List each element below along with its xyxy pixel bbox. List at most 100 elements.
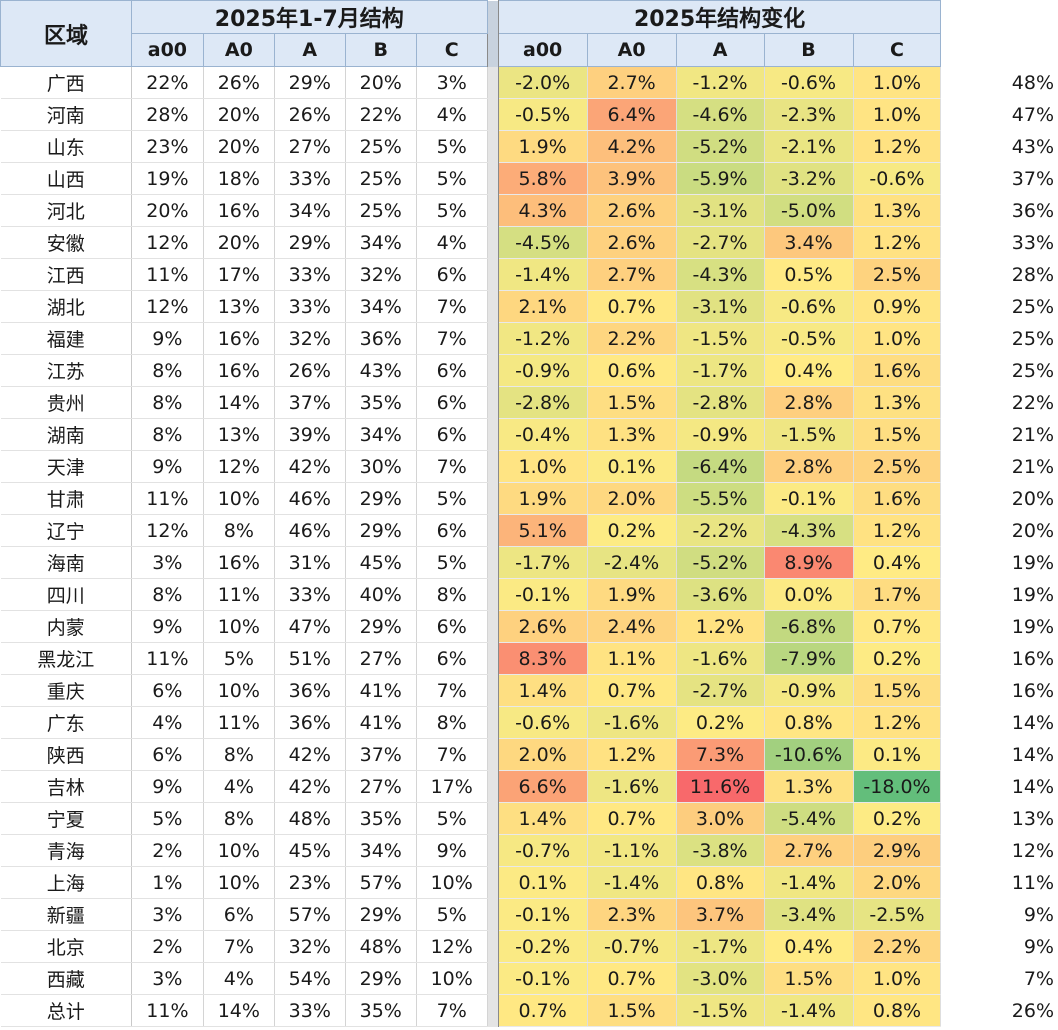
change-cell-a00[interactable]: 6.6% [498,770,588,803]
change-cell-C[interactable]: 2.5% [853,450,942,483]
structure-cell-A0[interactable]: 8% [203,802,275,835]
region-cell[interactable]: 山西 [0,162,132,195]
structure-cell-B[interactable]: 29% [345,962,417,995]
change-cell-B[interactable]: -1.5% [764,418,854,451]
share-cell[interactable]: 9% [1023,935,1054,958]
change-col-C[interactable]: C [852,33,942,67]
change-cell-A[interactable]: -2.8% [676,386,765,419]
structure-cell-C[interactable]: 6% [416,514,488,547]
change-cell-A[interactable]: 1.2% [676,610,765,643]
share-cell[interactable]: 43% [1011,135,1054,158]
change-cell-A[interactable]: -4.3% [676,258,765,291]
change-cell-B[interactable]: -10.6% [764,738,854,771]
change-cell-A[interactable]: 0.8% [676,866,765,899]
change-cell-A0[interactable]: 2.0% [587,482,677,515]
change-cell-A0[interactable]: 1.2% [587,738,677,771]
region-cell[interactable]: 广西 [0,66,132,99]
structure-cell-A[interactable]: 54% [274,962,346,995]
change-cell-C[interactable]: 1.2% [853,706,942,739]
change-cell-B[interactable]: 2.7% [764,834,854,867]
change-cell-C[interactable]: 0.9% [853,290,942,323]
structure-cell-B[interactable]: 25% [345,194,417,227]
change-cell-A0[interactable]: 2.3% [587,898,677,931]
change-cell-C[interactable]: 1.0% [853,66,942,99]
structure-cell-A0[interactable]: 13% [203,290,275,323]
change-cell-A[interactable]: -1.5% [676,322,765,355]
structure-cell-a00[interactable]: 3% [131,898,204,931]
change-cell-C[interactable]: 0.8% [853,994,942,1027]
change-cell-a00[interactable]: 4.3% [498,194,588,227]
change-cell-C[interactable]: 0.7% [853,610,942,643]
change-cell-a00[interactable]: 1.0% [498,450,588,483]
structure-cell-C[interactable]: 4% [416,226,488,259]
structure-cell-A[interactable]: 37% [274,386,346,419]
change-cell-B[interactable]: 0.0% [764,578,854,611]
change-cell-A0[interactable]: 1.1% [587,642,677,675]
structure-cell-A0[interactable]: 18% [203,162,275,195]
change-cell-a00[interactable]: -2.8% [498,386,588,419]
change-cell-C[interactable]: -0.6% [853,162,942,195]
change-cell-B[interactable]: 8.9% [764,546,854,579]
change-cell-B[interactable]: -2.3% [764,98,854,131]
change-col-B[interactable]: B [763,33,854,67]
change-cell-a00[interactable]: -0.7% [498,834,588,867]
change-cell-A0[interactable]: -2.4% [587,546,677,579]
region-cell[interactable]: 上海 [0,866,132,899]
share-cell[interactable]: 19% [1011,583,1054,606]
structure-col-A0[interactable]: A0 [202,33,275,67]
change-cell-A[interactable]: -3.8% [676,834,765,867]
share-cell[interactable]: 28% [1011,263,1054,286]
change-cell-A[interactable]: -3.1% [676,290,765,323]
structure-cell-A0[interactable]: 4% [203,962,275,995]
change-cell-a00[interactable]: 0.7% [498,994,588,1027]
structure-cell-a00[interactable]: 12% [131,290,204,323]
region-cell[interactable]: 新疆 [0,898,132,931]
structure-cell-A[interactable]: 33% [274,290,346,323]
share-cell[interactable]: 12% [1011,839,1054,862]
structure-cell-C[interactable]: 6% [416,642,488,675]
structure-cell-a00[interactable]: 11% [131,258,204,291]
structure-cell-B[interactable]: 48% [345,930,417,963]
structure-cell-A0[interactable]: 8% [203,514,275,547]
structure-cell-a00[interactable]: 6% [131,674,204,707]
region-cell[interactable]: 辽宁 [0,514,132,547]
change-cell-a00[interactable]: 0.1% [498,866,588,899]
change-cell-a00[interactable]: 1.4% [498,802,588,835]
structure-cell-a00[interactable]: 12% [131,226,204,259]
share-cell[interactable]: 36% [1011,199,1054,222]
change-cell-C[interactable]: 1.2% [853,514,942,547]
structure-cell-a00[interactable]: 9% [131,770,204,803]
structure-cell-B[interactable]: 41% [345,674,417,707]
change-cell-A0[interactable]: 1.3% [587,418,677,451]
structure-cell-a00[interactable]: 12% [131,514,204,547]
change-cell-C[interactable]: 2.2% [853,930,942,963]
change-cell-A0[interactable]: 0.7% [587,962,677,995]
change-col-A[interactable]: A [675,33,765,67]
structure-cell-B[interactable]: 29% [345,610,417,643]
share-cell[interactable]: 16% [1011,679,1054,702]
change-cell-A0[interactable]: 1.5% [587,994,677,1027]
change-cell-a00[interactable]: -0.6% [498,706,588,739]
change-cell-a00[interactable]: -4.5% [498,226,588,259]
structure-cell-A[interactable]: 46% [274,482,346,515]
structure-cell-A0[interactable]: 11% [203,578,275,611]
structure-cell-C[interactable]: 5% [416,482,488,515]
region-cell[interactable]: 湖南 [0,418,132,451]
share-cell[interactable]: 14% [1011,775,1054,798]
region-cell[interactable]: 北京 [0,930,132,963]
structure-cell-B[interactable]: 41% [345,706,417,739]
change-cell-B[interactable]: 0.5% [764,258,854,291]
structure-cell-C[interactable]: 6% [416,610,488,643]
region-cell[interactable]: 总计 [0,994,132,1027]
structure-cell-B[interactable]: 35% [345,994,417,1027]
change-cell-A0[interactable]: 0.6% [587,354,677,387]
change-cell-B[interactable]: 0.4% [764,930,854,963]
structure-cell-A[interactable]: 33% [274,578,346,611]
change-cell-B[interactable]: 3.4% [764,226,854,259]
change-cell-A[interactable]: -5.9% [676,162,765,195]
change-cell-a00[interactable]: 1.4% [498,674,588,707]
structure-cell-C[interactable]: 6% [416,354,488,387]
structure-group-header[interactable]: 2025年1-7月结构 [130,0,488,34]
structure-col-B[interactable]: B [344,33,417,67]
share-cell[interactable]: 20% [1011,519,1054,542]
